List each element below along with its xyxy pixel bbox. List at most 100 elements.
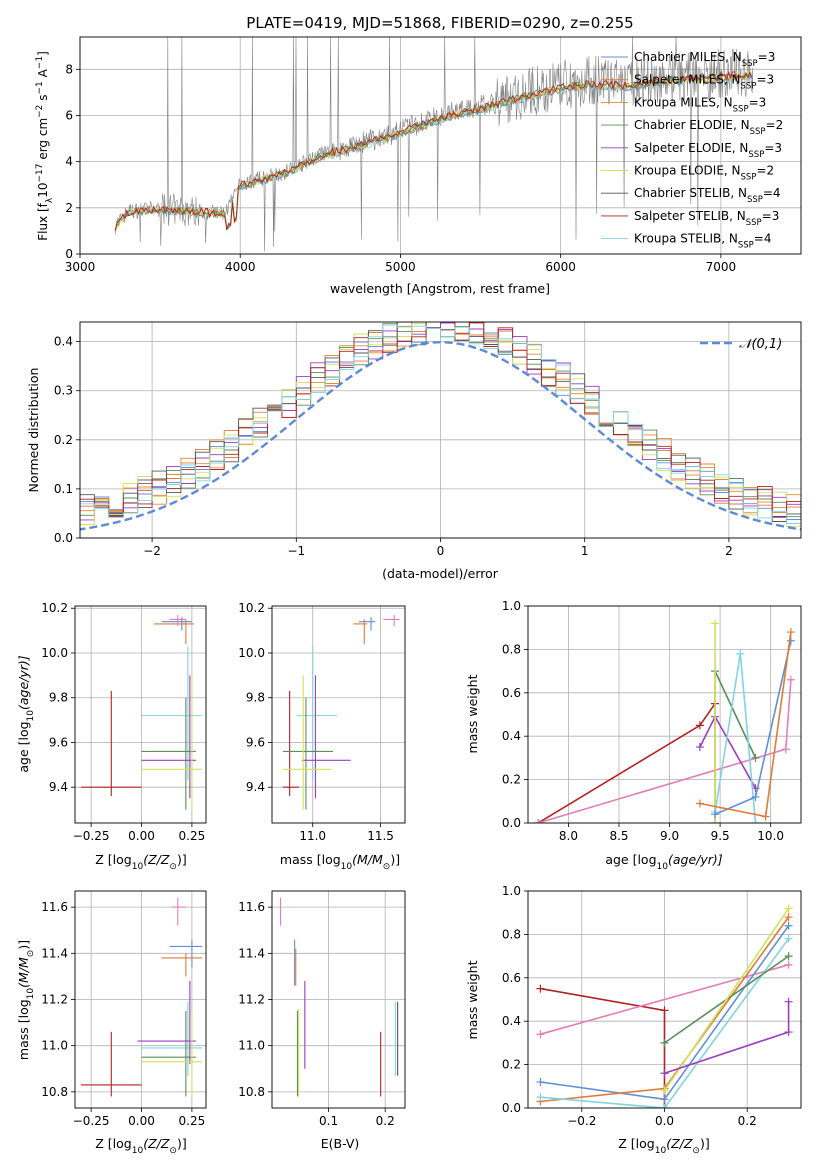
- plot-area: [80, 322, 801, 532]
- weight-point-marker: [784, 913, 793, 922]
- y-tick-label: 0.4: [54, 335, 73, 349]
- axes-age_vs_Z: −0.25 0.00 0.25 9.4 9.6 9.8 10.0 10.2: [41, 601, 207, 843]
- weight-point-marker: [784, 1028, 793, 1037]
- y-tick-label: 10.8: [41, 1085, 68, 1099]
- legend-entry-label: Chabrier STELIB, NSSP=4: [634, 186, 781, 205]
- axes-age_vs_mass: 11.0 11.5 9.4 9.6 9.8 10.0 10.2: [238, 601, 406, 843]
- weight-age-y-label: mass weight: [465, 674, 480, 753]
- y-tick-label: 10.8: [238, 1085, 265, 1099]
- x-tick-label: 0.1: [319, 1114, 338, 1128]
- weight-point-marker: [761, 812, 770, 821]
- weight-point-marker: [751, 792, 760, 801]
- x-tick-label: 0.2: [738, 1114, 757, 1128]
- axes-weight_vs_age: 8.0 8.5 9.0 9.5 10.0 0.0 0.2 0.4 0.6 0.8 1.0: [502, 599, 802, 843]
- y-tick-label: 9.8: [246, 691, 265, 705]
- weight-point-marker: [660, 1069, 669, 1078]
- weight-point-marker: [711, 810, 720, 819]
- spectrum-y-label: Flux [fλ10−17 erg cm−2 s−1 A−1]: [35, 51, 55, 241]
- weight-point-marker: [784, 904, 793, 913]
- weight-point-marker: [786, 675, 795, 684]
- x-tick-label: 0.0: [655, 1114, 674, 1128]
- y-tick-label: 10.0: [238, 646, 265, 660]
- x-tick-label: 1: [581, 544, 589, 558]
- y-tick-label: 10.2: [41, 601, 68, 615]
- weight-point-marker: [536, 1077, 545, 1086]
- x-tick-label: −2: [143, 544, 161, 558]
- x-tick-label: 7000: [706, 260, 737, 274]
- axes-frame: [79, 36, 802, 255]
- weight-point-marker: [751, 753, 760, 762]
- weight-point-marker: [660, 1095, 669, 1104]
- axes-residuals: −2 −1 0 1 2 0.0 0.1 0.2 0.3 0.4 𝒩(0,1): [54, 321, 802, 558]
- weight-point-marker: [695, 799, 704, 808]
- y-tick-label: 11.4: [238, 946, 265, 960]
- y-tick-label: 0.1: [54, 482, 73, 496]
- y-tick-label: 0.6: [502, 686, 521, 700]
- weight-point-marker: [786, 636, 795, 645]
- weight-point-marker: [751, 819, 760, 823]
- y-tick-label: 0.4: [502, 729, 521, 743]
- y-tick-label: 1.0: [502, 599, 521, 613]
- x-tick-label: 4000: [225, 260, 256, 274]
- age-z-y-label: age [log10(age/yr)]: [16, 655, 36, 772]
- plot-area: [114, 37, 754, 252]
- weight-series-line: [540, 964, 789, 1035]
- y-tick-label: 9.4: [246, 780, 265, 794]
- x-tick-label: 0.25: [179, 829, 206, 843]
- weight-z-y-label: mass weight: [465, 960, 480, 1039]
- y-tick-label: 0.2: [502, 1058, 521, 1072]
- histogram-series: [80, 324, 801, 532]
- x-tick-label: 0.2: [376, 1114, 395, 1128]
- weight-point-marker: [695, 743, 704, 752]
- x-tick-label: 6000: [545, 260, 576, 274]
- y-tick-label: 2: [65, 201, 73, 215]
- mass-z-x-label: Z [log10(Z/Z⊙)]: [95, 1136, 186, 1156]
- y-tick-label: 10.0: [41, 646, 68, 660]
- plot-area: [81, 614, 202, 810]
- y-tick-label: 0.4: [502, 1014, 521, 1028]
- weight-point-marker: [660, 1086, 669, 1095]
- y-tick-label: 0.8: [502, 927, 521, 941]
- legend-entry-label: Chabrier MILES, NSSP=3: [634, 50, 775, 69]
- x-tick-label: 11.5: [367, 829, 394, 843]
- weight-age-x-label: age [log10(age/yr)]: [605, 852, 722, 872]
- legend-entry-label: Chabrier ELODIE, NSSP=2: [634, 118, 783, 137]
- mass-z-y-label: mass [log10(M/M⊙)]: [16, 940, 36, 1060]
- weight-series-line: [699, 631, 792, 818]
- y-tick-label: 9.6: [246, 735, 265, 749]
- y-tick-label: 0.0: [502, 1101, 521, 1115]
- x-tick-label: −1: [287, 544, 305, 558]
- y-tick-label: 0.2: [54, 433, 73, 447]
- y-tick-label: 11.0: [238, 1039, 265, 1053]
- legend-entry-label: Kroupa STELIB, NSSP=4: [634, 232, 772, 251]
- histogram-x-label: (data-model)/error: [382, 566, 499, 581]
- weight-point-marker: [711, 819, 720, 823]
- weight-point-marker: [786, 628, 795, 637]
- gaussian-legend-label: 𝒩(0,1): [739, 337, 782, 352]
- y-tick-label: 0.0: [54, 531, 73, 545]
- y-tick-label: 11.2: [41, 993, 68, 1007]
- y-tick-label: 11.4: [41, 946, 68, 960]
- weight-point-marker: [784, 952, 793, 961]
- weight-point-marker: [660, 1006, 669, 1015]
- x-tick-label: 0.25: [179, 1114, 206, 1128]
- weight-point-marker: [536, 1093, 545, 1102]
- weight-z-x-label: Z [log10(Z/Z⊙)]: [618, 1136, 709, 1156]
- x-tick-label: 8.0: [559, 829, 578, 843]
- y-tick-label: 8: [65, 62, 73, 76]
- x-tick-label: −0.2: [567, 1114, 596, 1128]
- y-tick-label: 11.6: [238, 900, 265, 914]
- weight-point-marker: [695, 721, 704, 730]
- axes-mass_vs_ebv: 0.1 0.2 10.8 11.0 11.2 11.4 11.6: [238, 890, 406, 1128]
- x-tick-label: 11.0: [299, 829, 326, 843]
- axes-spectrum: 3000 4000 5000 6000 7000 0 2 4 6 8 Chabrier MILES,…: [65, 36, 802, 274]
- y-tick-label: 11.2: [238, 993, 265, 1007]
- weight-series-line: [714, 653, 757, 823]
- weight-point-marker: [536, 1030, 545, 1039]
- y-tick-label: 0.6: [502, 971, 521, 985]
- spectrum-model-line: [114, 70, 753, 231]
- x-tick-label: 9.5: [711, 829, 730, 843]
- weight-point-marker: [660, 1038, 669, 1047]
- x-tick-label: 9.0: [660, 829, 679, 843]
- legend-entry-label: Kroupa MILES, NSSP=3: [634, 95, 766, 114]
